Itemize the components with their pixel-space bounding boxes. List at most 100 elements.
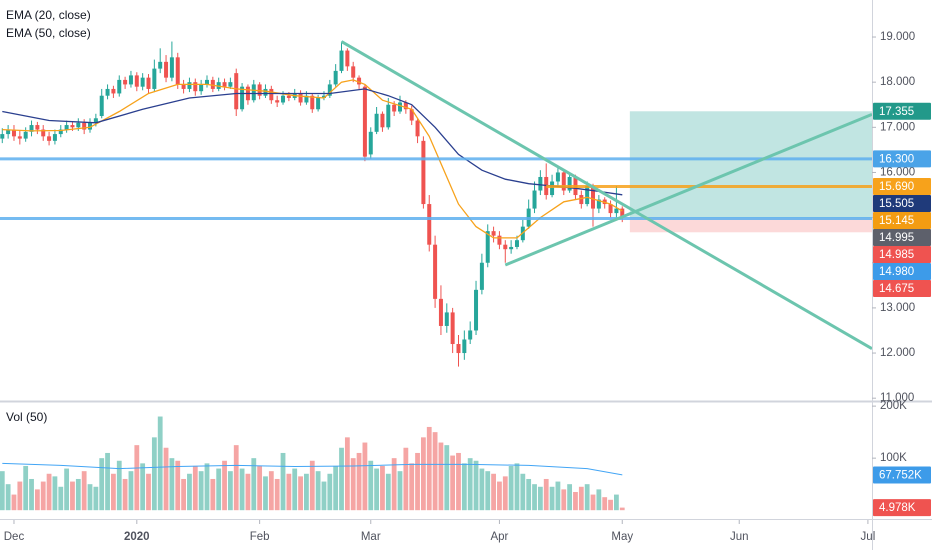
y-tick-label: 12.000 <box>880 347 915 359</box>
volume-bar <box>344 437 350 511</box>
volume-bar <box>391 458 397 511</box>
y-tick-label: 200K <box>880 400 907 412</box>
candle-body <box>164 61 169 78</box>
price-badge-label: 14.985 <box>879 249 914 261</box>
volume-bar <box>309 460 315 511</box>
candle-body <box>468 330 473 340</box>
volume-bar <box>99 458 105 511</box>
volume-bar <box>608 499 613 511</box>
candle-body <box>105 88 110 96</box>
candle-body <box>23 131 28 139</box>
volume-bar <box>438 442 444 511</box>
volume-bar <box>380 465 385 511</box>
volume-bar <box>514 463 520 511</box>
candle-body <box>374 113 379 132</box>
candle-body <box>140 77 145 87</box>
volume-bar <box>450 455 456 511</box>
price-badge <box>873 194 931 212</box>
volume-bar <box>163 447 169 511</box>
legend-entry: EMA (50, close) <box>6 26 91 40</box>
price-badge-label: 15.145 <box>879 215 914 227</box>
candle-body <box>93 118 98 123</box>
volume-bar <box>187 473 192 511</box>
candle-body <box>550 181 555 196</box>
volume-bar <box>146 473 151 511</box>
volume-bar <box>46 473 52 511</box>
volume-bar <box>204 463 210 511</box>
drawings <box>0 40 873 476</box>
price-badge-label: 15.690 <box>879 181 914 193</box>
volume-bar <box>292 468 298 511</box>
candle-body <box>263 88 268 96</box>
volume-bar <box>216 468 222 511</box>
candle-body <box>585 186 590 205</box>
candle-body <box>514 240 519 247</box>
candle-body <box>269 88 274 101</box>
volume-bar <box>169 458 175 511</box>
volume-bar <box>461 463 467 511</box>
volume-bar <box>555 481 561 511</box>
candle-body <box>608 204 613 214</box>
volume-bar <box>70 481 75 511</box>
volume-bar <box>561 489 567 511</box>
candle-body <box>316 97 321 110</box>
volume-bar <box>397 471 403 511</box>
candle-body <box>421 140 426 205</box>
x-tick-label: Feb <box>250 531 270 543</box>
volume-bar <box>508 465 514 511</box>
volume-bar <box>602 497 608 511</box>
candle-body <box>474 289 479 331</box>
volume-bar <box>497 481 502 511</box>
volume-bar <box>304 473 309 511</box>
y-tick-label: 17.000 <box>880 121 915 133</box>
candle-body <box>403 102 408 110</box>
indicator-line <box>2 462 623 476</box>
volume-bar <box>23 465 29 511</box>
x-tick-label: Jul <box>861 531 876 543</box>
x-tick-label: Dec <box>4 531 25 543</box>
candle-body <box>175 57 180 85</box>
volume-bar <box>17 481 23 511</box>
candle-body <box>204 79 209 85</box>
candle-body <box>228 82 233 87</box>
volume-bar <box>456 452 461 511</box>
volume-bar <box>485 471 491 511</box>
volume-bar <box>321 481 327 511</box>
volume-bar <box>116 460 122 511</box>
y-tick-label: 19.000 <box>880 31 915 43</box>
price-badge <box>873 262 931 280</box>
volume-bar <box>578 486 584 511</box>
volume-bar <box>362 442 368 511</box>
candle-body <box>444 312 449 326</box>
price-badge-label: 14.675 <box>879 283 914 295</box>
candle-body <box>392 104 397 112</box>
volume-bar <box>245 473 251 511</box>
price-badge-label: 4.978K <box>879 502 916 514</box>
volume-bar <box>0 471 5 511</box>
volume-bar <box>356 452 362 511</box>
price-badge <box>873 177 931 195</box>
candle-body <box>368 131 373 155</box>
candle-body <box>234 73 239 110</box>
legend-entry: Vol (50) <box>6 410 47 424</box>
candle-body <box>555 172 560 182</box>
candle-body <box>58 129 63 135</box>
y-tick-label: 11.000 <box>880 392 914 404</box>
volume-bar <box>222 460 227 511</box>
volume-bar <box>111 473 116 511</box>
x-tick-label: Mar <box>361 531 381 543</box>
price-badge-label: 14.995 <box>879 232 914 244</box>
volume-bar <box>590 494 596 511</box>
price-badge-label: 67.752K <box>879 469 922 481</box>
price-badge <box>873 466 931 484</box>
volume-bar <box>333 465 339 511</box>
candle-body <box>415 120 420 137</box>
volume-bar <box>584 484 590 511</box>
volume-bar <box>415 452 420 511</box>
candle-body <box>187 82 192 89</box>
volume-bar <box>473 460 479 511</box>
candle-body <box>327 84 332 96</box>
volume-bar <box>274 478 280 511</box>
volume-bar <box>573 491 578 511</box>
